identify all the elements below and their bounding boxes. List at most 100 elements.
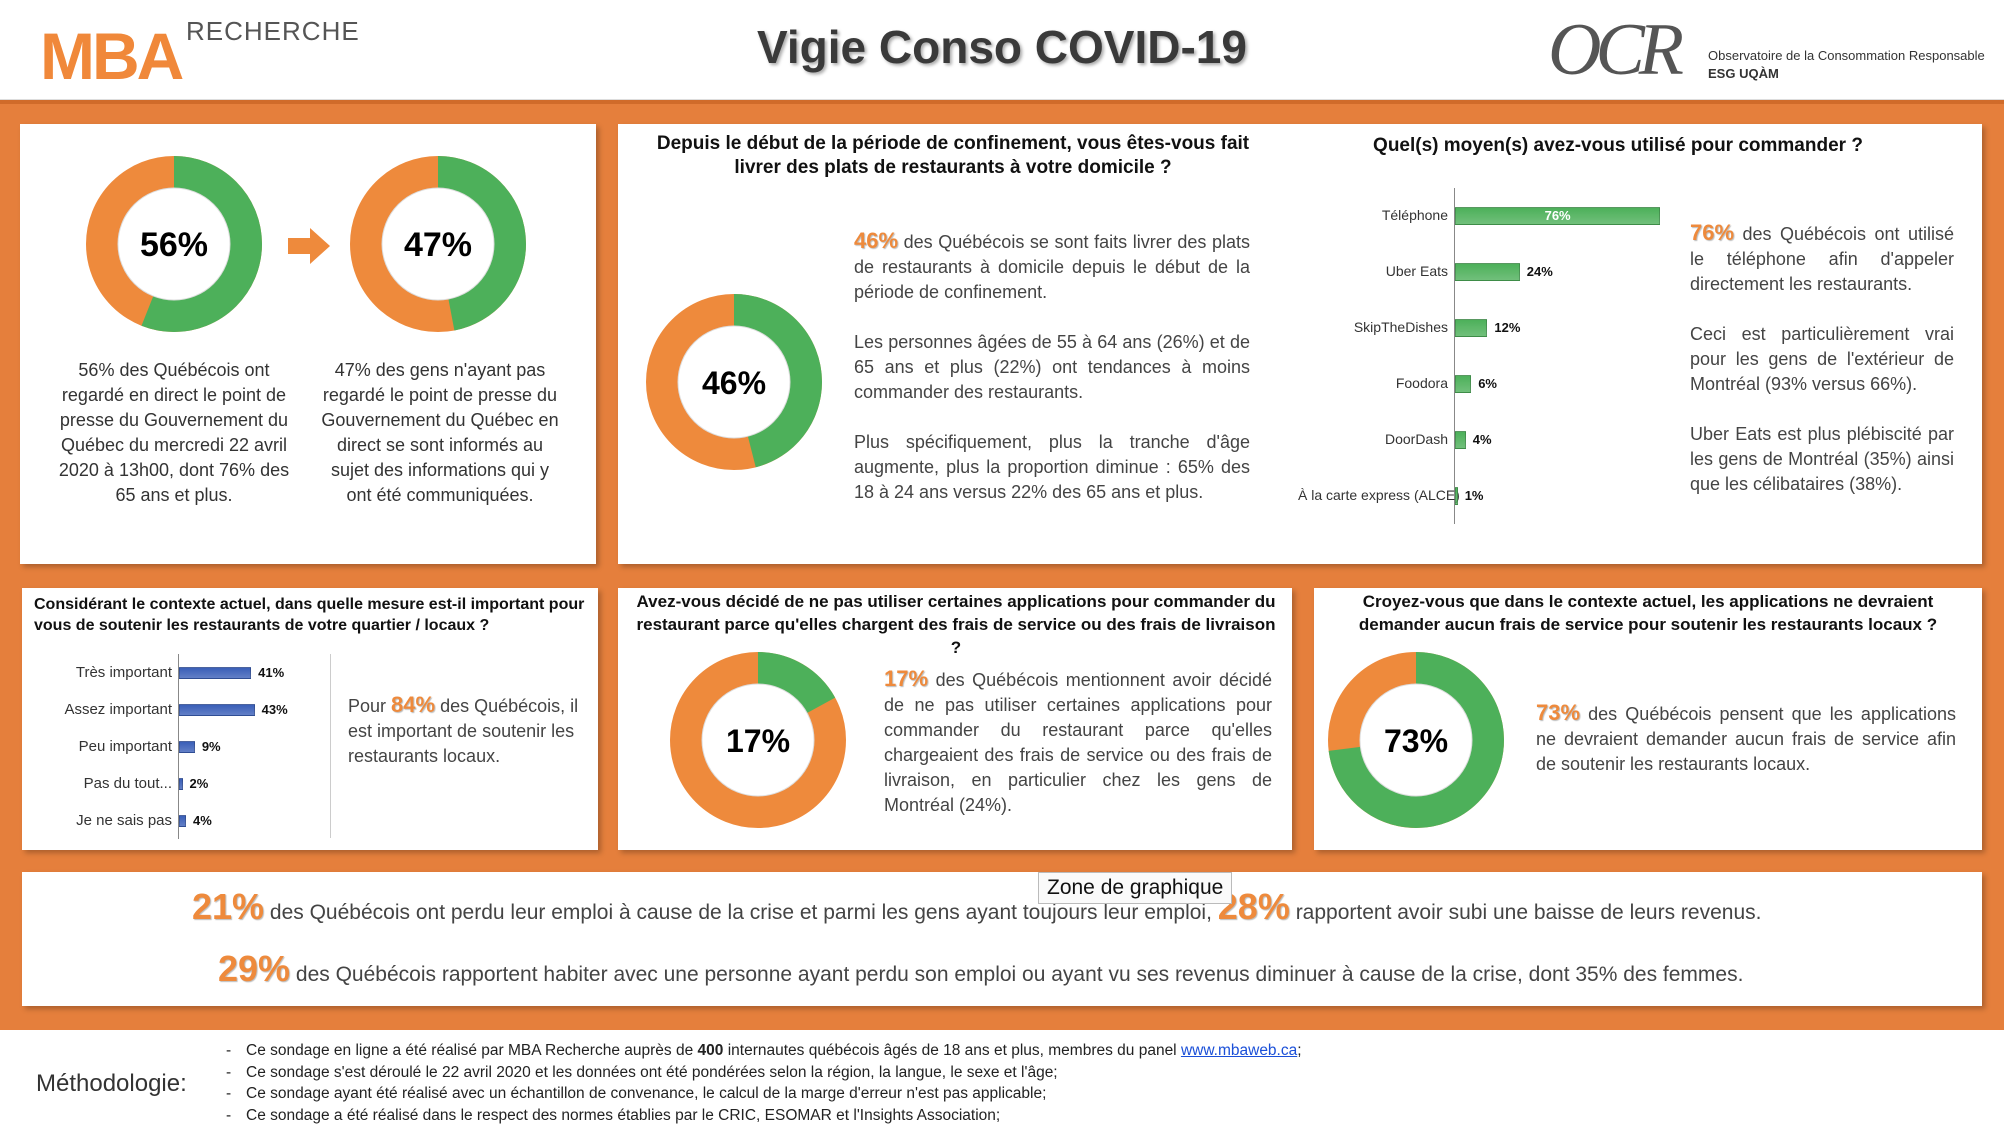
donut-73-label: 73% bbox=[1384, 723, 1448, 759]
bar[interactable] bbox=[1455, 319, 1488, 337]
employment-text-1: des Québécois ont perdu leur emploi à ca… bbox=[269, 901, 1212, 924]
avoid-apps-highlight: 17% bbox=[884, 666, 929, 691]
bar[interactable] bbox=[179, 777, 183, 790]
donut-47-green-arc bbox=[350, 156, 526, 332]
delivery-paragraph-3: Plus spécifiquement, plus la tranche d'â… bbox=[854, 432, 1250, 502]
ocr-logo: OCR Observatoire de la Consommation Resp… bbox=[1548, 9, 1985, 91]
page-title: Vigie Conso COVID-19 bbox=[757, 21, 1247, 73]
methodology-item-1: Ce sondage en ligne a été réalisé par MB… bbox=[226, 1040, 1302, 1062]
bar-chart-support-local[interactable]: Très important 41% Assez important 43% Peu i… bbox=[32, 654, 332, 844]
donut-chart-73[interactable]: 73% bbox=[1326, 650, 1506, 830]
avoid-apps-description: 17% des Québécois mentionnent avoir déci… bbox=[884, 666, 1272, 818]
donut-chart-56[interactable]: 56% bbox=[84, 154, 264, 334]
support-highlight: 84% bbox=[391, 692, 436, 717]
donut-47-label: 47% bbox=[404, 226, 472, 264]
bar[interactable] bbox=[179, 740, 195, 753]
employment-text-3: des Québécois rapportent habiter avec un… bbox=[295, 963, 1744, 986]
donut-center bbox=[701, 683, 815, 797]
question-avoid-apps: Avez-vous décidé de ne pas utiliser cert… bbox=[636, 592, 1276, 657]
no-fees-description: 73% des Québécois pensent que les applic… bbox=[1536, 700, 1956, 777]
mbaweb-link[interactable]: www.mbaweb.ca bbox=[1180, 1042, 1298, 1059]
employment-highlight-29: 29% bbox=[218, 948, 291, 989]
bar-category-label: Foodora bbox=[1395, 375, 1448, 391]
bar-value-label: 24% bbox=[1526, 264, 1553, 279]
divider bbox=[330, 654, 331, 838]
donut-56-label: 56% bbox=[140, 226, 208, 264]
bar-category-label: Je ne sais pas bbox=[76, 811, 172, 829]
delivery-paragraph-1: 46% des Québécois se sont faits livrer d… bbox=[854, 228, 1250, 305]
bar-category-label: À la carte express (ALCE) bbox=[1298, 487, 1460, 503]
bar-axis bbox=[178, 654, 179, 839]
panel-avoid-apps[interactable]: Avez-vous décidé de ne pas utiliser cert… bbox=[618, 588, 1292, 850]
bar-category-label: Peu important bbox=[78, 737, 172, 755]
donut-center bbox=[381, 187, 495, 301]
question-no-fees: Croyez-vous que dans le contexte actuel,… bbox=[1358, 592, 1938, 634]
methodology-footer: Méthodologie: Ce sondage en ligne a été … bbox=[0, 1034, 2004, 1136]
panel-press-conference[interactable]: 56% 47% 56% des Québécois ont regardé en… bbox=[20, 124, 596, 564]
methodology-item-2: Ce sondage s'est déroulé le 22 avril 202… bbox=[226, 1062, 1302, 1084]
caption-press-conference-informed: 47% des gens n'ayant pas regardé le poin… bbox=[321, 360, 559, 505]
donut-center bbox=[1359, 683, 1473, 797]
methodology-sample-size: 400 bbox=[697, 1042, 724, 1059]
donut-46-label: 46% bbox=[702, 365, 766, 401]
support-local-description: Pour 84% des Québécois, il est important… bbox=[348, 692, 584, 769]
methodology-item-3: Ce sondage ayant été réalisé avec un éch… bbox=[226, 1083, 1302, 1105]
donut-chart-46[interactable]: 46% bbox=[644, 292, 824, 472]
ocr-logo-line2: ESG UQÀM bbox=[1708, 66, 1779, 81]
employment-line-1: 21% des Québécois ont perdu leur emploi … bbox=[192, 886, 1992, 928]
bar-value-label: 41% bbox=[258, 664, 285, 680]
donut-17-green-arc bbox=[670, 652, 846, 828]
donut-center bbox=[677, 325, 791, 439]
bar[interactable] bbox=[1455, 487, 1458, 505]
ordering-paragraph-1: 76% des Québécois ont utilisé le télépho… bbox=[1690, 220, 1954, 297]
bar-category-label: DoorDash bbox=[1384, 431, 1448, 447]
no-fees-highlight: 73% bbox=[1536, 700, 1581, 725]
bar-category-label: Très important bbox=[75, 663, 172, 681]
methodology-item-1-text-2: internautes québécois âgés de 18 ans et … bbox=[723, 1042, 1181, 1059]
bar[interactable] bbox=[1455, 207, 1661, 225]
ordering-method-description: 76% des Québécois ont utilisé le télépho… bbox=[1690, 220, 1954, 522]
donut-chart-17[interactable]: 17% bbox=[668, 650, 848, 830]
bar[interactable] bbox=[1455, 375, 1472, 393]
bar-value-label: 43% bbox=[261, 701, 288, 717]
panel-employment[interactable]: 21% des Québécois ont perdu leur emploi … bbox=[22, 872, 1982, 1006]
bar-value-label: 12% bbox=[1494, 320, 1521, 335]
ordering-paragraph-3: Uber Eats est plus plébiscité par les ge… bbox=[1690, 424, 1954, 494]
methodology-item-1-end: ; bbox=[1297, 1042, 1302, 1059]
bar-value-label: 6% bbox=[1478, 376, 1497, 391]
question-delivery: Depuis le début de la période de confine… bbox=[656, 133, 1250, 178]
bar-value-label: 1% bbox=[1464, 488, 1484, 503]
bar-value-label: 4% bbox=[193, 812, 212, 828]
panel-delivery[interactable]: Depuis le début de la période de confine… bbox=[618, 124, 1982, 564]
arrow-right-icon bbox=[288, 228, 330, 264]
bar[interactable] bbox=[179, 703, 255, 716]
support-text: des Québécois, il est important de soute… bbox=[348, 696, 579, 766]
bar-category-label: Assez important bbox=[64, 700, 172, 718]
ordering-highlight: 76% bbox=[1690, 220, 1735, 245]
mba-logo-mark: MBA bbox=[40, 19, 184, 93]
delivery-text-1: des Québécois se sont faits livrer des p… bbox=[854, 232, 1250, 302]
support-text-pre: Pour bbox=[348, 696, 392, 716]
employment-line-2: 29% des Québécois rapportent habiter ave… bbox=[218, 948, 1978, 990]
bar[interactable] bbox=[179, 814, 187, 827]
bar-chart-ordering-method[interactable]: Téléphone 76% Uber Eats 24% SkipTheDishes 12%… bbox=[1298, 188, 1818, 528]
donut-73-green-arc bbox=[1328, 652, 1504, 828]
chart-area-tooltip: Zone de graphique bbox=[1038, 872, 1233, 904]
panel-no-fees[interactable]: Croyez-vous que dans le contexte actuel,… bbox=[1314, 588, 1982, 850]
panel-support-local[interactable]: Considérant le contexte actuel, dans que… bbox=[22, 588, 598, 850]
bar-category-label: Téléphone bbox=[1381, 207, 1448, 223]
donut-center bbox=[117, 187, 231, 301]
methodology-title: Méthodologie: bbox=[36, 1070, 187, 1097]
mba-logo-subtitle: RECHERCHE bbox=[186, 16, 360, 46]
bar[interactable] bbox=[179, 666, 252, 679]
bar[interactable] bbox=[1455, 431, 1466, 449]
question-support-local: Considérant le contexte actuel, dans que… bbox=[34, 596, 585, 634]
avoid-apps-text: des Québécois mentionnent avoir décidé d… bbox=[884, 670, 1272, 815]
header: MBA RECHERCHE Vigie Conso COVID-19 OCR O… bbox=[0, 0, 2004, 100]
delivery-highlight: 46% bbox=[854, 228, 899, 253]
bar[interactable] bbox=[1455, 263, 1520, 281]
methodology-list: Ce sondage en ligne a été réalisé par MB… bbox=[226, 1040, 1302, 1126]
bar-axis bbox=[1454, 188, 1455, 524]
donut-chart-47[interactable]: 47% bbox=[348, 154, 528, 334]
